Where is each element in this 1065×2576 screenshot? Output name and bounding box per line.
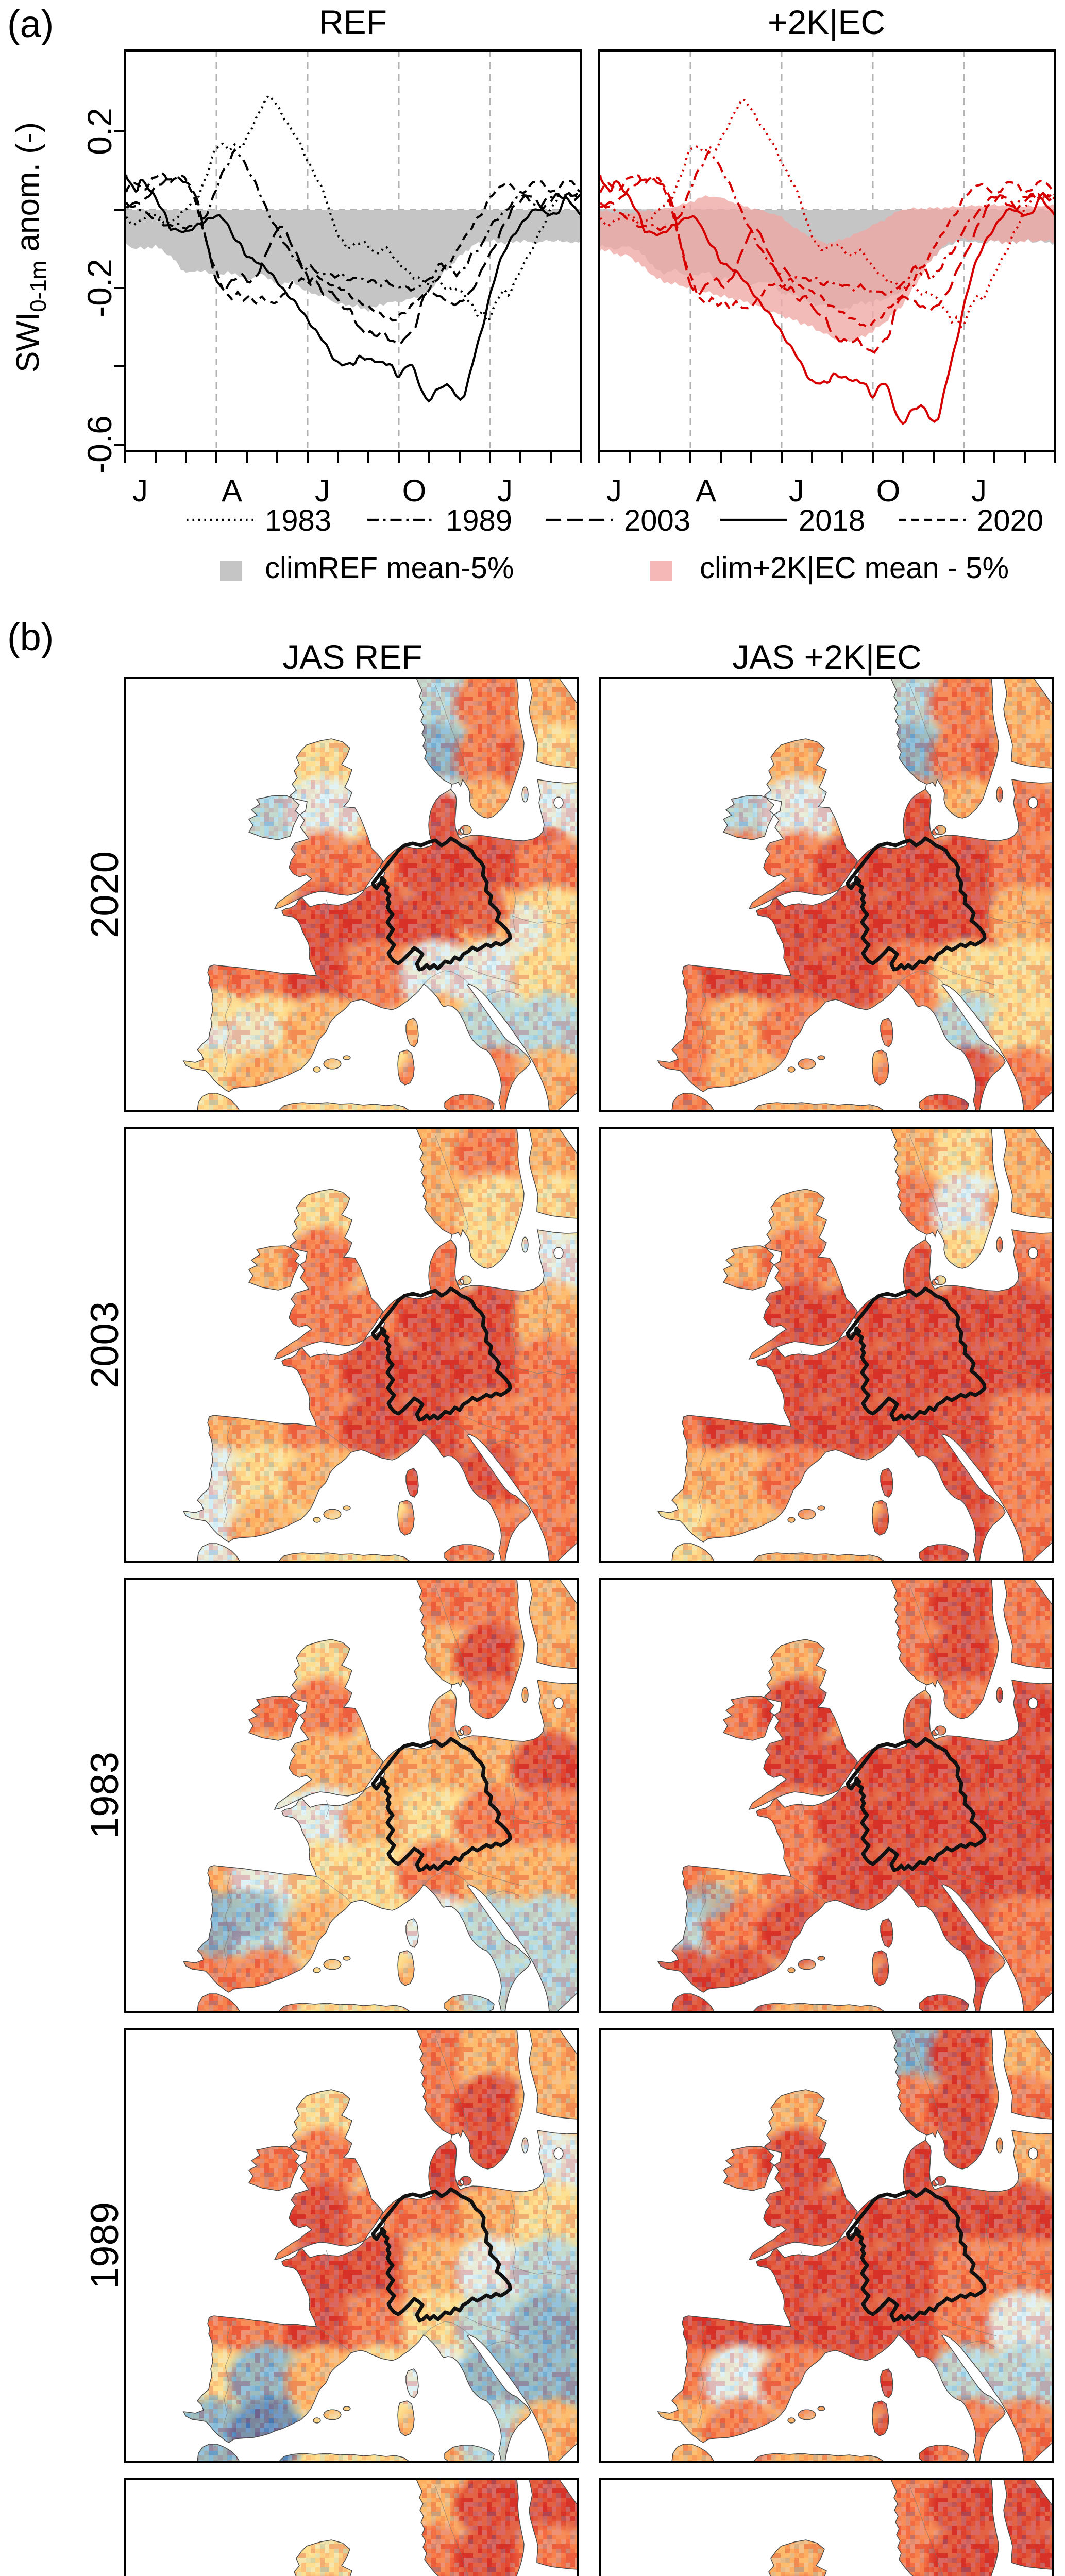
svg-text:-0.2: -0.2 (80, 259, 119, 317)
svg-text:(b): (b) (7, 616, 54, 658)
svg-text:REF: REF (319, 3, 387, 41)
svg-text:clim+2K|EC mean - 5%: clim+2K|EC mean - 5% (700, 551, 1009, 585)
svg-text:0.2: 0.2 (80, 108, 119, 155)
svg-text:1983: 1983 (265, 504, 331, 537)
svg-text:-0.6: -0.6 (80, 415, 119, 474)
svg-text:climREF mean-5%: climREF mean-5% (265, 551, 514, 585)
svg-text:2003: 2003 (624, 504, 690, 537)
svg-text:J: J (315, 473, 330, 508)
svg-text:SWI0-1m anom. (-): SWI0-1m anom. (-) (10, 122, 51, 372)
svg-text:(a): (a) (7, 3, 54, 45)
svg-text:J: J (132, 473, 148, 508)
svg-text:2020: 2020 (83, 851, 127, 938)
svg-text:O: O (876, 473, 901, 508)
svg-text:2003: 2003 (83, 1301, 127, 1388)
svg-text:+2K|EC: +2K|EC (768, 3, 885, 41)
svg-text:1983: 1983 (83, 1752, 127, 1839)
svg-text:A: A (222, 473, 242, 508)
svg-text:J: J (789, 473, 804, 508)
svg-text:1989: 1989 (446, 504, 512, 537)
svg-text:2020: 2020 (977, 504, 1043, 537)
svg-text:2018: 2018 (799, 504, 865, 537)
svg-text:JAS +2K|EC: JAS +2K|EC (732, 638, 921, 676)
svg-text:1989: 1989 (83, 2202, 127, 2289)
svg-text:A: A (696, 473, 716, 508)
svg-text:J: J (971, 473, 987, 508)
svg-text:JAS REF: JAS REF (282, 638, 422, 676)
svg-text:J: J (497, 473, 513, 508)
svg-text:O: O (402, 473, 427, 508)
svg-text:J: J (606, 473, 622, 508)
